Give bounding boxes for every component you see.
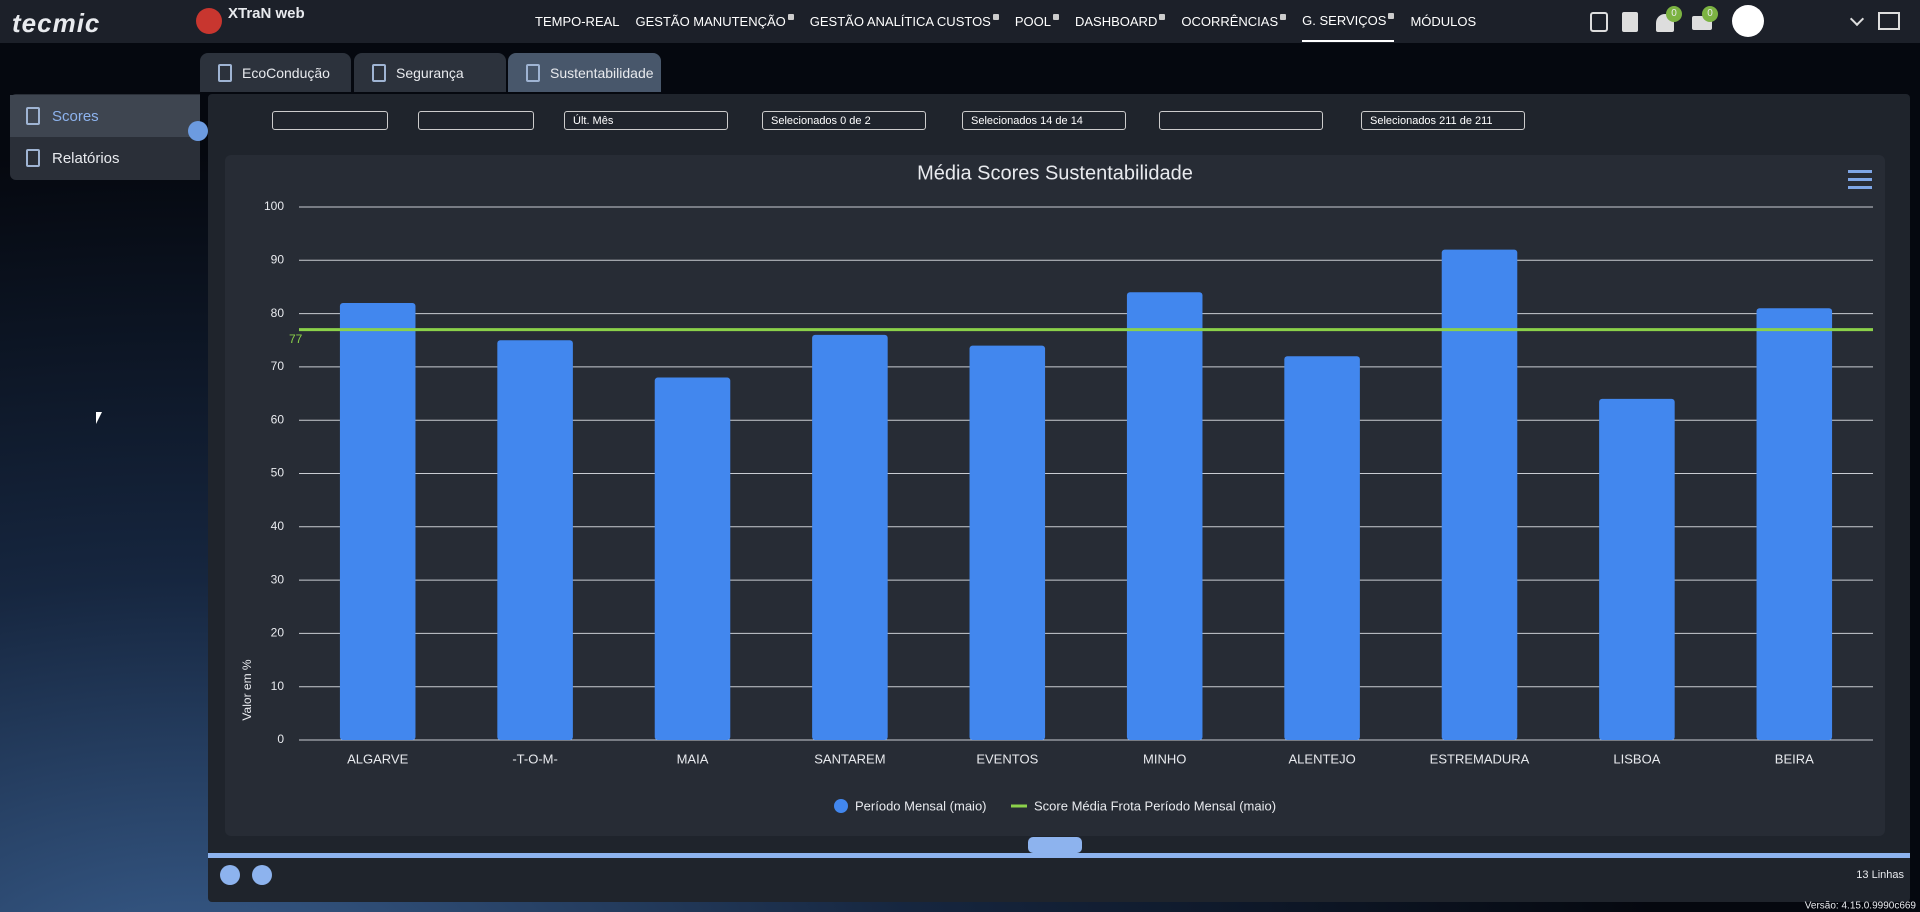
y-tick-label: 90: [271, 252, 285, 266]
bar: [1284, 356, 1360, 740]
tab-label: Segurança: [396, 64, 464, 81]
y-tick-label: 70: [271, 359, 285, 373]
version: Versão: 4.15.0.9990c669: [1805, 901, 1917, 912]
vehicles-select[interactable]: Selecionados 211 de 211: [1361, 111, 1525, 130]
rows-count: 13 Linhas: [1856, 869, 1904, 881]
separator: [208, 853, 1910, 858]
bar: [339, 302, 416, 740]
report-icon[interactable]: [1590, 12, 1608, 32]
bar: [654, 377, 731, 740]
tab-label: EcoCondução: [242, 64, 330, 81]
legend-label: Score Média Frota Período Mensal (maio): [1034, 798, 1276, 813]
product-icon: [196, 8, 222, 34]
date-end[interactable]: [418, 111, 534, 130]
menu-item[interactable]: MÓDULOS: [1410, 14, 1477, 29]
x-tick-label: SANTAREM: [814, 751, 885, 766]
manual-icon[interactable]: [1878, 12, 1900, 30]
reference-label: 77: [289, 332, 303, 346]
sidebar-label: Relatórios: [52, 149, 120, 167]
brand-logo[interactable]: tecmic: [12, 8, 101, 38]
sidebar-icon: [26, 149, 40, 167]
chart-menu[interactable]: [1848, 170, 1872, 173]
notifications-badge: 0: [1666, 6, 1682, 22]
y-tick-label: 20: [271, 626, 285, 640]
y-tick-label: 10: [271, 679, 285, 693]
tab[interactable]: Segurança: [354, 53, 506, 92]
date-start[interactable]: [272, 111, 388, 130]
x-tick-label: EVENTOS: [976, 751, 1038, 766]
tab-icon: [526, 63, 540, 82]
bar: [497, 340, 573, 740]
menu-item[interactable]: GESTÃO MANUTENÇÃO: [636, 14, 794, 29]
bar: [1126, 292, 1203, 740]
menu-item[interactable]: DASHBOARD: [1075, 14, 1166, 29]
tab-label: Sustentabilidade: [550, 64, 654, 81]
main-menu: TEMPO-REAL GESTÃO MANUTENÇÃO GESTÃO ANALÍT…: [535, 0, 1476, 43]
export-icon[interactable]: [252, 865, 272, 885]
menu-item[interactable]: GESTÃO ANALÍTICA CUSTOS: [810, 14, 999, 29]
sidebar-icon: [26, 107, 40, 125]
sidebar-item[interactable]: Relatórios: [10, 137, 200, 179]
chart-menu[interactable]: [1848, 186, 1872, 189]
messages-badge: 0: [1702, 6, 1718, 22]
sidebar-label: Scores: [52, 107, 99, 125]
sidebar-item[interactable]: Scores: [10, 95, 200, 137]
x-tick-label: -T-O-M-: [512, 751, 557, 766]
y-tick-label: 0: [277, 732, 284, 746]
tab-icon: [372, 63, 386, 82]
y-tick-label: 40: [271, 519, 285, 533]
type-select[interactable]: [1159, 111, 1323, 130]
top-bar: tecmic XTraN web TEMPO-REAL GESTÃO MANUTE…: [0, 0, 1920, 43]
tab[interactable]: Sustentabilidade: [508, 53, 661, 92]
bar: [1441, 249, 1518, 740]
groups-select[interactable]: Selecionados 0 de 2: [762, 111, 926, 130]
menu-item[interactable]: OCORRÊNCIAS: [1181, 14, 1287, 29]
chart-menu[interactable]: [1848, 178, 1872, 181]
collapse-button[interactable]: [188, 121, 208, 141]
x-tick-label: LISBOA: [1613, 751, 1660, 766]
y-tick-label: 100: [264, 199, 284, 213]
bar: [1756, 308, 1833, 740]
sidebar: Scores Relatórios: [10, 94, 200, 180]
user-avatar[interactable]: [1732, 5, 1764, 37]
x-tick-label: MAIA: [677, 751, 709, 766]
bar: [812, 334, 888, 740]
y-tick-label: 60: [271, 412, 285, 426]
expand-toggle[interactable]: [1028, 837, 1082, 853]
x-tick-label: MINHO: [1143, 751, 1186, 766]
x-tick-label: BEIRA: [1775, 751, 1814, 766]
y-tick-label: 50: [271, 466, 285, 480]
bar: [969, 345, 1046, 740]
cursor: [96, 412, 102, 424]
legend-swatch: [834, 799, 848, 813]
drivers-select[interactable]: Selecionados 14 de 14: [962, 111, 1126, 130]
x-tick-label: ALGARVE: [347, 751, 409, 766]
x-tick-label: ESTREMADURA: [1430, 751, 1530, 766]
bar: [1599, 398, 1675, 740]
x-tick-label: ALENTEJO: [1289, 751, 1356, 766]
tab[interactable]: EcoCondução: [200, 53, 351, 92]
period-select[interactable]: Últ. Mês: [564, 111, 728, 130]
menu-item[interactable]: TEMPO-REAL: [535, 14, 620, 29]
legend-label: Período Mensal (maio): [855, 798, 987, 813]
export-icon[interactable]: [220, 865, 240, 885]
document-icon[interactable]: [1622, 12, 1638, 32]
y-tick-label: 80: [271, 306, 285, 320]
y-tick-label: 30: [271, 572, 285, 586]
chart-title: Média Scores Sustentabilidade: [917, 162, 1193, 184]
menu-item[interactable]: POOL: [1015, 14, 1059, 29]
product-logo: XTraN web: [228, 5, 305, 22]
y-axis-label: Valor em %: [240, 659, 254, 720]
menu-item[interactable]: G. SERVIÇOS: [1302, 1, 1395, 42]
tab-icon: [218, 63, 232, 82]
